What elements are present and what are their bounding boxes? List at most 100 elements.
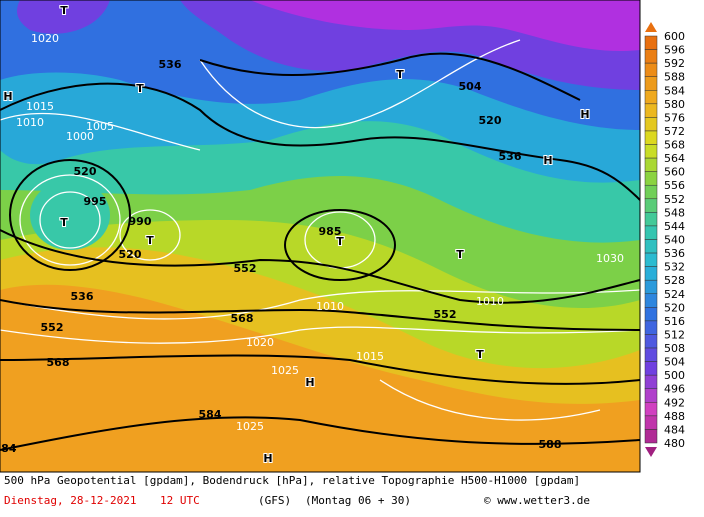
scale-cell [644, 130, 658, 145]
scale-label: 568 [664, 139, 685, 152]
map-label: 584 [0, 442, 17, 455]
scale-label: 588 [664, 71, 685, 84]
scale-label: 584 [664, 84, 685, 97]
map-label: 1015 [356, 350, 384, 363]
map-label: T [456, 248, 464, 261]
scale-cell [644, 225, 658, 240]
map-label: 1020 [31, 32, 59, 45]
scale-cell [644, 35, 658, 50]
field [250, 0, 640, 51]
map-label: H [305, 376, 314, 389]
scale-label: 576 [664, 111, 685, 124]
map-label: T [146, 234, 154, 247]
scale-cell [644, 293, 658, 308]
scale-label: 524 [664, 288, 685, 301]
scale-label: 548 [664, 206, 685, 219]
scale-label: 564 [664, 152, 685, 165]
map-label: 1010 [316, 300, 344, 313]
scale-cell [644, 62, 658, 77]
scale-label: 572 [664, 125, 685, 138]
map-label: 504 [459, 80, 482, 93]
map-label: 1010 [16, 116, 44, 129]
map-label: 1020 [246, 336, 274, 349]
scale-label: 508 [664, 342, 685, 355]
map-label: 995 [84, 195, 107, 208]
map-label: H [580, 108, 589, 121]
scale-label: 516 [664, 315, 685, 328]
map-label: 552 [41, 321, 64, 334]
map-label: 588 [539, 438, 562, 451]
map-label: 536 [159, 58, 182, 71]
scale-label: 480 [664, 437, 685, 450]
map-label: 1000 [66, 130, 94, 143]
scale-cell [644, 361, 658, 376]
map-label: 568 [47, 356, 70, 369]
map-label: T [396, 68, 404, 81]
scale-label: 580 [664, 98, 685, 111]
scale-label: 520 [664, 301, 685, 314]
scale-cell [644, 76, 658, 91]
scale-cell [644, 320, 658, 335]
map-label: 1030 [596, 252, 624, 265]
map-labels: 504 520 520 536 536 536 552 552 552 568 568 584 584 5… [0, 3, 624, 466]
map-label: 552 [434, 308, 457, 321]
scale-label: 596 [664, 44, 685, 57]
map-label: 520 [479, 114, 502, 127]
scale-cell [644, 171, 658, 186]
map-label: 520 [119, 248, 142, 261]
map-label: H [3, 90, 12, 103]
scale-cell [644, 402, 658, 417]
scale-cell [644, 184, 658, 200]
map-label: 1010 [476, 295, 504, 308]
map-area [0, 0, 640, 472]
date: Dienstag, 28-12-2021 [4, 494, 136, 507]
scale-cell [644, 307, 658, 322]
field [17, 0, 110, 34]
color-scale: 6005965925885845805765725685645605565525… [644, 22, 685, 457]
map-label: T [476, 348, 484, 361]
scale-label: 600 [664, 30, 685, 43]
scale-cell [644, 198, 658, 213]
scale-cell [644, 429, 658, 444]
map-label: 1025 [236, 420, 264, 433]
scale-cell [644, 49, 658, 64]
scale-cell [644, 157, 658, 172]
map-label: T [60, 4, 68, 17]
scale-cell [644, 239, 658, 254]
scale-cell [644, 388, 658, 403]
scale-cell [644, 266, 658, 281]
scale-arrow [645, 447, 657, 457]
scale-label: 560 [664, 166, 685, 179]
scale-cell [644, 279, 658, 295]
scale-label: 496 [664, 383, 685, 396]
scale-label: 528 [664, 274, 685, 287]
map-frame [0, 0, 641, 473]
model: (GFS) [258, 494, 291, 507]
run: (Montag 06 + 30) [305, 494, 411, 507]
scale-label: 556 [664, 179, 685, 192]
scale-cell [644, 347, 658, 362]
scale-label: 484 [664, 423, 685, 436]
map-label: 990 [129, 215, 152, 228]
field [30, 180, 110, 250]
map-label: H [263, 452, 272, 465]
scale-label: 532 [664, 261, 685, 274]
map-label: 985 [319, 225, 342, 238]
scale-label: 544 [664, 220, 685, 233]
scale-cell [644, 252, 658, 267]
credit: © www.wetter3.de [484, 494, 590, 507]
scale-cell [644, 90, 658, 105]
scale-cell [644, 415, 658, 430]
scale-label: 512 [664, 328, 685, 341]
scale-cell [644, 334, 658, 349]
map-label: T [60, 216, 68, 229]
scale-label: 488 [664, 410, 685, 423]
map-label: T [336, 235, 344, 248]
scale-label: 492 [664, 396, 685, 409]
scale-cell [644, 103, 658, 118]
map-label: 1025 [271, 364, 299, 377]
geopotential-lines [0, 52, 640, 451]
scale-cell [644, 212, 658, 227]
scale-label: 552 [664, 193, 685, 206]
